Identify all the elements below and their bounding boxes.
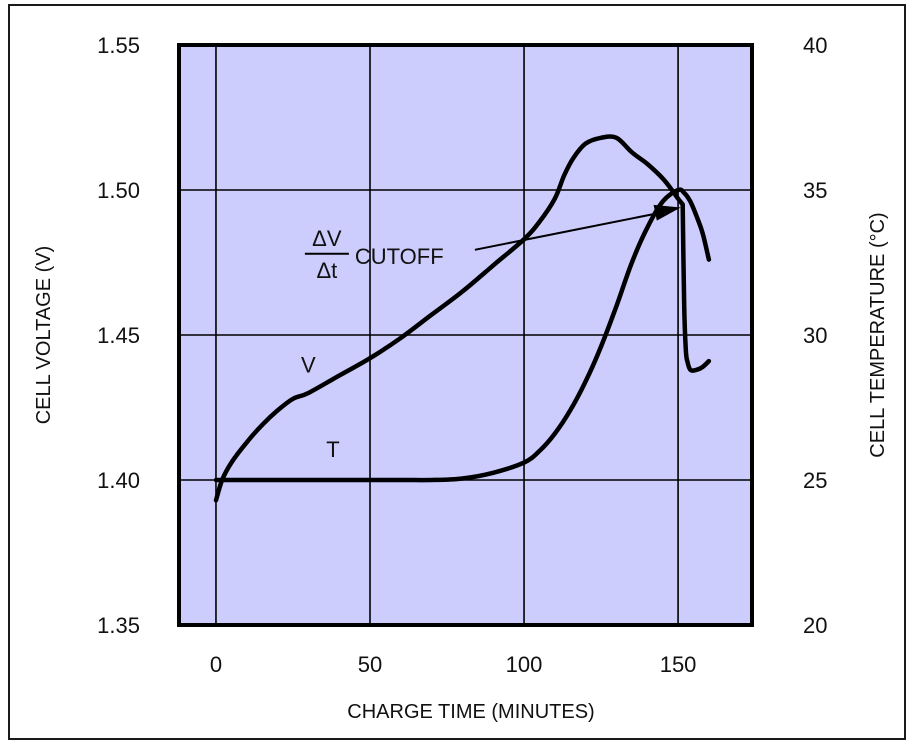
y-right-tick-label: 25 [803, 468, 827, 493]
gridlines [179, 45, 752, 625]
cutoff-fraction-numerator: ΔV [312, 226, 342, 251]
y-left-tick-label: 1.40 [97, 468, 140, 493]
x-tick-label: 50 [358, 652, 382, 677]
y-right-tick-label: 30 [803, 323, 827, 348]
series-layer [213, 134, 712, 503]
series-line-v [680, 202, 712, 373]
x-tick-label: 100 [506, 652, 543, 677]
y-left-tick-label: 1.50 [97, 178, 140, 203]
y-left-tick-label: 1.45 [97, 323, 140, 348]
y-right-tick-label: 40 [803, 33, 827, 58]
plot-border [177, 43, 754, 627]
series-label-v: V [301, 353, 316, 378]
x-tick-label: 150 [660, 652, 697, 677]
y-left-ticks: 1.35 1.40 1.45 1.50 1.55 [97, 33, 140, 638]
series-line-t [213, 187, 712, 483]
cutoff-label: CUTOFF [355, 244, 444, 269]
y-right-tick-label: 20 [803, 613, 827, 638]
y-axis-label-left: CELL VOLTAGE (V) [33, 246, 55, 425]
cutoff-fraction-denominator: Δt [316, 258, 337, 283]
y-left-tick-label: 1.35 [97, 613, 140, 638]
y-right-tick-label: 35 [803, 178, 827, 203]
series-line-v [213, 134, 685, 503]
cutoff-arrow-head [653, 204, 681, 221]
x-tick-label: 0 [210, 652, 222, 677]
y-right-ticks: 20 25 30 35 40 [803, 33, 827, 638]
cutoff-annotation: ΔV Δt CUTOFF [304, 204, 681, 283]
y-axis-label-right: CELL TEMPERATURE (°C) [867, 212, 889, 457]
cutoff-arrow-line [474, 210, 667, 251]
x-ticks: 0 50 100 150 [210, 652, 697, 677]
series-labels: VT [301, 353, 340, 462]
y-left-tick-label: 1.55 [97, 33, 140, 58]
x-axis-label: CHARGE TIME (MINUTES) [347, 701, 594, 723]
series-label-t: T [326, 437, 339, 462]
